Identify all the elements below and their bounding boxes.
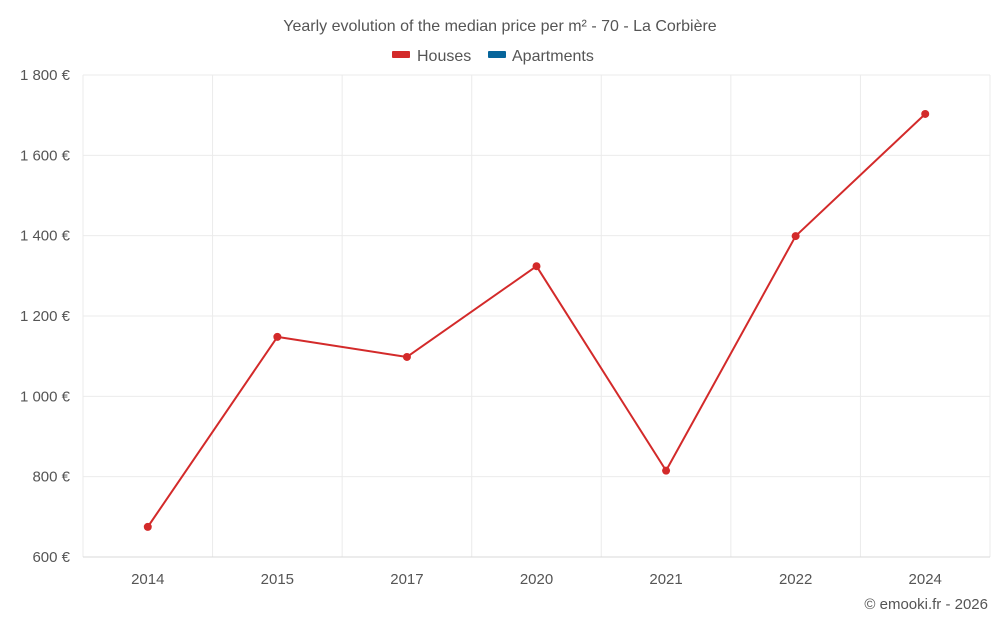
y-tick-label: 1 400 €: [20, 228, 71, 245]
y-tick-label: 1 000 €: [20, 388, 71, 405]
y-tick-label: 1 600 €: [20, 147, 71, 164]
y-tick-label: 1 200 €: [20, 308, 71, 325]
credit-text: © emooki.fr - 2026: [864, 596, 988, 613]
legend-label-houses[interactable]: Houses: [417, 48, 471, 65]
data-point-houses-2020[interactable]: [532, 262, 541, 271]
x-tick-label: 2020: [520, 571, 553, 588]
data-point-houses-2015[interactable]: [273, 332, 282, 341]
x-tick-label: 2022: [779, 571, 812, 588]
x-tick-label: 2021: [649, 571, 682, 588]
series-line-houses: [146, 113, 926, 528]
data-point-houses-2017[interactable]: [402, 352, 411, 361]
horizontal-gridlines: [83, 74, 990, 478]
y-tick-label: 800 €: [32, 469, 70, 486]
data-point-houses-2022[interactable]: [791, 232, 800, 241]
y-tick-label: 1 800 €: [20, 67, 71, 84]
data-point-houses-2024[interactable]: [921, 109, 930, 118]
x-tick-label: 2024: [909, 571, 942, 588]
x-tick-label: 2015: [261, 571, 294, 588]
data-point-houses-2021[interactable]: [662, 466, 671, 475]
data-point-houses-2014[interactable]: [143, 522, 152, 531]
legend-swatch-apartments: [488, 51, 506, 58]
legend-label-apartments[interactable]: Apartments: [512, 48, 594, 65]
chart-title: Yearly evolution of the median price per…: [283, 18, 717, 35]
legend: Houses Apartments: [392, 48, 594, 65]
x-tick-label: 2014: [131, 571, 164, 588]
legend-swatch-houses: [392, 51, 410, 58]
series-points: [143, 109, 930, 531]
x-tick-label: 2017: [390, 571, 423, 588]
series-lines: [146, 113, 926, 528]
y-axis-ticks: 600 € 800 € 1 000 € 1 200 € 1 400 € 1 600 € 1 …: [20, 67, 71, 566]
y-tick-label: 600 €: [32, 549, 70, 566]
x-axis-ticks: 2014 2015 2017 2020 2021 2022 2024: [131, 571, 942, 588]
